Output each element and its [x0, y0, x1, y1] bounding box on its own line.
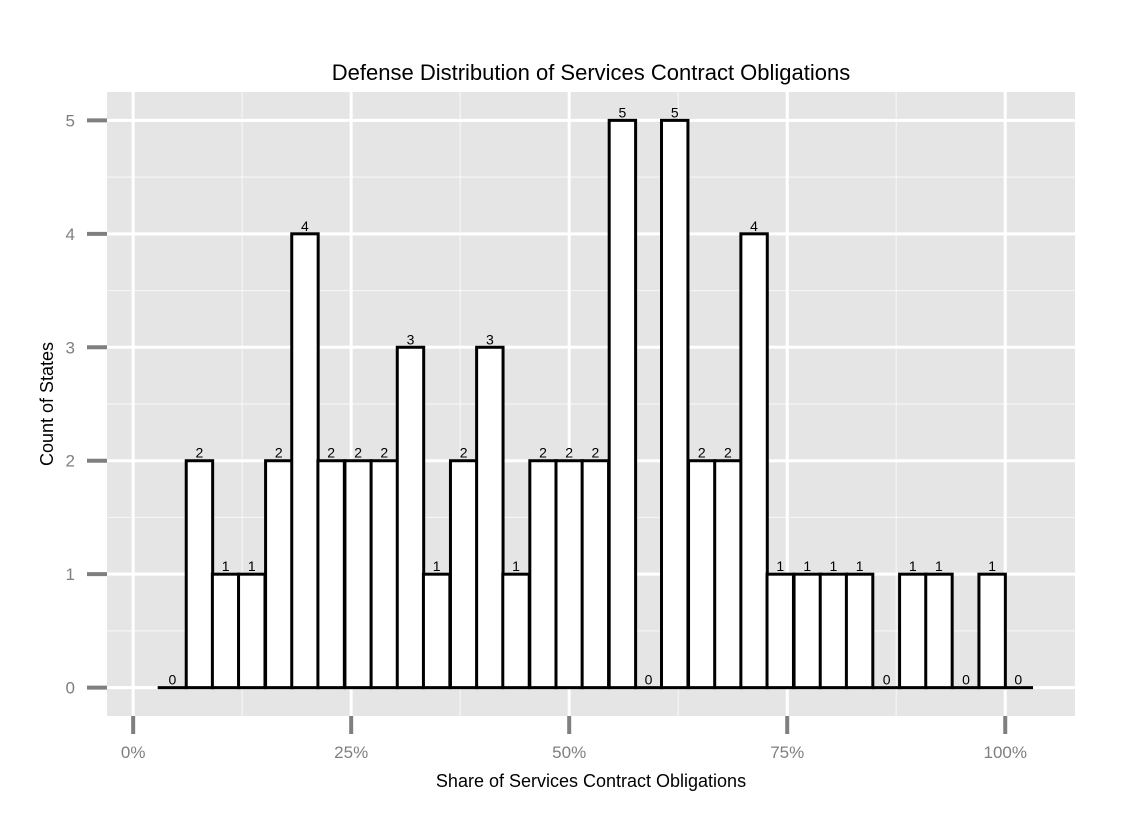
- histogram-bar: [237, 572, 267, 690]
- histogram-bar: [369, 459, 400, 690]
- bar-count-label: 1: [512, 558, 520, 574]
- bar-count-label: 1: [830, 558, 838, 574]
- histogram-bar: [528, 459, 558, 690]
- bar-count-label: 4: [301, 218, 309, 234]
- bar-count-label: 2: [380, 445, 388, 461]
- histogram-bars: [157, 118, 1034, 690]
- histogram-bar: [818, 572, 849, 690]
- bar-count-label: 2: [460, 445, 468, 461]
- histogram-bar: [395, 345, 426, 690]
- bar-count-label: 2: [275, 445, 283, 461]
- histogram-bar: [607, 118, 638, 690]
- x-tick-label: 75%: [770, 743, 804, 762]
- y-tick-label: 2: [66, 452, 75, 471]
- bar-count-label: 1: [935, 558, 943, 574]
- histogram-bar: [554, 459, 584, 690]
- bar-count-label: 1: [909, 558, 917, 574]
- bar-count-label: 1: [856, 558, 864, 574]
- y-tick-label: 4: [66, 225, 75, 244]
- histogram-bar: [765, 572, 795, 690]
- bar-count-label: 1: [222, 558, 230, 574]
- y-axis: 0 1 2 3 4 5: [66, 111, 107, 698]
- y-tick-label: 0: [66, 679, 75, 698]
- histogram-bar: [316, 459, 346, 690]
- bar-count-label: 1: [988, 558, 996, 574]
- histogram-bar: [739, 232, 769, 690]
- bar-count-label: 1: [248, 558, 256, 574]
- x-axis: 0% 25% 50% 75% 100%: [121, 716, 1027, 762]
- histogram-bar: [977, 572, 1007, 690]
- histogram-bar: [290, 232, 320, 690]
- histogram-bar: [448, 459, 479, 690]
- histogram-bar: [713, 459, 743, 690]
- histogram-bar: [898, 572, 928, 690]
- x-tick-label: 50%: [552, 743, 586, 762]
- histogram-bar: [343, 459, 373, 690]
- histogram-bar: [210, 572, 241, 690]
- bar-count-label: 0: [883, 672, 891, 688]
- histogram-bar: [844, 572, 875, 690]
- bar-count-label: 2: [698, 445, 706, 461]
- histogram-bar: [580, 459, 611, 690]
- bar-count-label: 0: [962, 672, 970, 688]
- histogram-bar: [475, 345, 505, 690]
- bar-count-label: 3: [486, 331, 494, 347]
- x-axis-title: Share of Services Contract Obligations: [436, 771, 746, 791]
- bar-count-label: 2: [565, 445, 573, 461]
- bar-count-label: 0: [169, 672, 177, 688]
- bar-count-label: 2: [724, 445, 732, 461]
- bar-count-labels: 0 2 1 1 2 4 2 2 2 3 1 2 3 1 2 2 2 5 0 5 2 2 4 1 1 1 1 0 1 1 0 1 0: [169, 104, 1023, 687]
- chart-title: Defense Distribution of Services Contrac…: [332, 60, 850, 85]
- bar-count-label: 1: [803, 558, 811, 574]
- bar-count-label: 2: [354, 445, 362, 461]
- x-tick-label: 0%: [121, 743, 146, 762]
- bar-count-label: 2: [327, 445, 335, 461]
- bar-count-label: 2: [539, 445, 547, 461]
- histogram-bar: [924, 572, 954, 690]
- histogram-bar: [421, 572, 452, 690]
- y-tick-label: 1: [66, 565, 75, 584]
- histogram-bar: [501, 572, 531, 690]
- y-tick-label: 3: [66, 338, 75, 357]
- bar-count-label: 1: [776, 558, 784, 574]
- y-tick-label: 5: [66, 111, 75, 130]
- bar-count-label: 0: [1014, 672, 1022, 688]
- bar-count-label: 0: [645, 672, 653, 688]
- histogram-bar: [184, 459, 215, 690]
- histogram-bar: [687, 459, 717, 690]
- y-axis-title: Count of States: [37, 342, 57, 466]
- bar-count-label: 5: [671, 104, 679, 120]
- bar-count-label: 2: [591, 445, 599, 461]
- histogram-bar: [792, 572, 822, 690]
- bar-count-label: 4: [750, 218, 758, 234]
- bar-count-label: 3: [407, 331, 415, 347]
- bar-count-label: 1: [433, 558, 441, 574]
- histogram-bar: [264, 459, 294, 690]
- x-tick-label: 100%: [983, 743, 1026, 762]
- bar-count-label: 5: [618, 104, 626, 120]
- bar-count-label: 2: [196, 445, 204, 461]
- x-tick-label: 25%: [334, 743, 368, 762]
- histogram-bar: [660, 118, 690, 690]
